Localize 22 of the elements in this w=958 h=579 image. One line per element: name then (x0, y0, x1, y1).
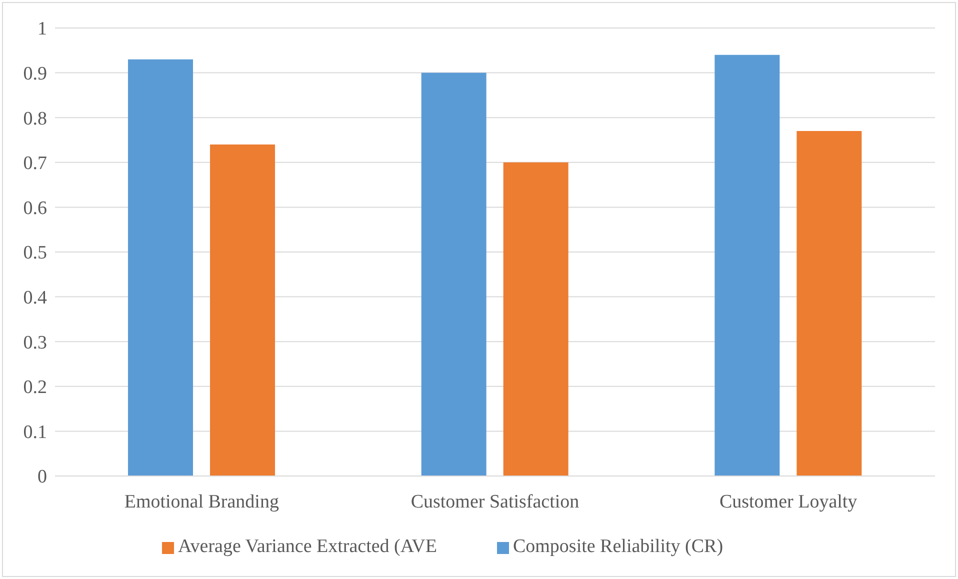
y-tick-label: 0 (38, 466, 47, 488)
bar (796, 131, 862, 476)
y-tick-label: 0.9 (23, 64, 47, 85)
bar (421, 72, 486, 476)
bar (210, 144, 275, 476)
bar (503, 162, 568, 476)
bar (128, 59, 193, 476)
y-tick-label: 0.3 (23, 332, 47, 354)
x-tick-label: Emotional Branding (124, 491, 280, 512)
y-tick-label: 0.1 (23, 422, 47, 443)
y-tick-label: 1 (38, 18, 47, 40)
legend-label: Average Variance Extracted (AVE (178, 536, 437, 557)
legend-label: Composite Reliability (CR) (512, 536, 724, 557)
y-tick-label: 0.8 (23, 108, 47, 130)
y-tick-label: 0.7 (23, 153, 47, 174)
bar (714, 54, 780, 476)
x-tick-label: Customer Satisfaction (410, 491, 580, 512)
y-tick-label: 0.2 (23, 377, 47, 398)
y-tick-label: 0.5 (23, 242, 47, 264)
y-tick-label: 0.6 (23, 198, 47, 219)
y-tick-label: 0.4 (23, 288, 48, 309)
x-tick-label: Customer Loyalty (719, 491, 858, 512)
